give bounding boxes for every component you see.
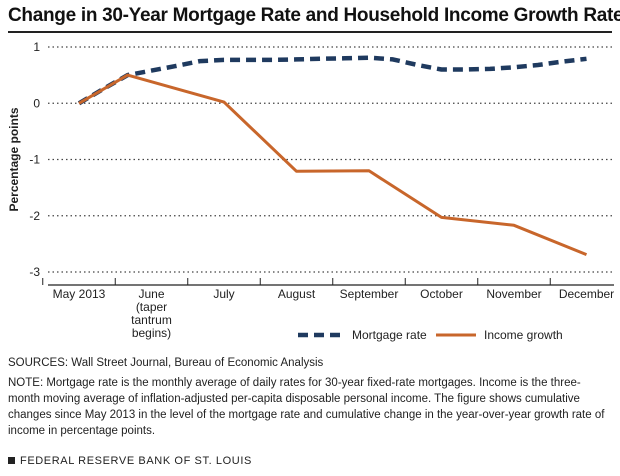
series-lines: [77, 55, 588, 256]
footer-square-icon: [8, 457, 15, 464]
x-tick-label: May 2013: [53, 287, 106, 301]
title-rule: [8, 31, 612, 33]
x-tick-label: September: [340, 287, 399, 301]
x-tick-label: October: [420, 287, 463, 301]
x-tick-label-line: begins): [132, 326, 171, 340]
x-tick-label: November: [486, 287, 541, 301]
y-tick-label: -1: [29, 153, 40, 167]
y-axis: 1 0 -1 -2 -3: [29, 40, 40, 279]
x-tick-label-line: July: [213, 287, 234, 301]
x-tick-label: December: [559, 287, 614, 301]
legend-label: Income growth: [484, 328, 563, 342]
x-tick-label-line: May 2013: [53, 287, 106, 301]
x-tick-label-line: (taper: [136, 300, 167, 314]
legend-label: Mortgage rate: [352, 328, 427, 342]
note-text: NOTE: Mortgage rate is the monthly avera…: [8, 377, 605, 437]
x-tick-label-line: tantrum: [131, 313, 172, 327]
x-tick-label-line: September: [340, 287, 399, 301]
x-tick-label-line: June: [138, 287, 164, 301]
series-line-income-growth: [78, 73, 588, 256]
x-tick-label-line: August: [278, 287, 316, 301]
x-tick-label-line: December: [559, 287, 614, 301]
x-tick-label-line: October: [420, 287, 463, 301]
legend: Mortgage rate Income growth: [298, 328, 563, 342]
series-line-mortgage-rate: [77, 55, 587, 106]
y-tick-label: -3: [29, 265, 40, 279]
y-tick-label: 1: [33, 40, 40, 54]
x-tick-label: August: [278, 287, 316, 301]
x-tick-label-line: November: [486, 287, 541, 301]
footer: FEDERAL RESERVE BANK OF ST. LOUIS: [8, 455, 252, 467]
y-tick-label: -2: [29, 209, 40, 223]
line-chart: 1 0 -1 -2 -3 Percentage points May 2013 June(…: [7, 40, 614, 342]
sources-text: SOURCES: Wall Street Journal, Bureau of …: [8, 357, 324, 369]
x-axis: May 2013 June (taper tantrum begins) July Augu…: [42, 278, 614, 340]
y-axis-label: Percentage points: [7, 107, 21, 211]
footer-text: FEDERAL RESERVE BANK OF ST. LOUIS: [20, 455, 252, 467]
chart-title: Change in 30-Year Mortgage Rate and Hous…: [8, 5, 620, 26]
x-tick-label: July: [213, 287, 234, 301]
x-tick-label: June (taper tantrum begins): [131, 287, 172, 340]
gridlines: [48, 46, 614, 273]
y-tick-label: 0: [33, 96, 40, 110]
